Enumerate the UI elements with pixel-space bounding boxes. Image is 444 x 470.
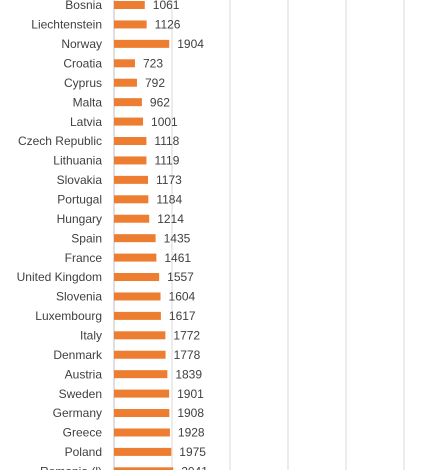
data-label: 1118 bbox=[154, 134, 179, 148]
data-label: 1557 bbox=[167, 270, 194, 284]
data-label: 1908 bbox=[177, 406, 204, 420]
data-label: 1904 bbox=[177, 37, 204, 51]
data-label: 792 bbox=[145, 76, 165, 90]
bar bbox=[114, 467, 174, 470]
bar bbox=[114, 1, 145, 9]
data-label: 1901 bbox=[177, 387, 204, 401]
bar bbox=[114, 389, 170, 398]
data-label: 1975 bbox=[179, 445, 206, 459]
y-tick-label: Sweden bbox=[59, 387, 102, 401]
bar bbox=[114, 117, 144, 126]
y-tick-label: Greece bbox=[63, 426, 103, 440]
y-tick-label: Slovenia bbox=[56, 290, 102, 304]
y-tick-label: Liechtenstein bbox=[31, 18, 102, 32]
data-label: 1184 bbox=[156, 192, 182, 206]
y-tick-label: Czech Republic bbox=[18, 134, 102, 148]
y-tick-label: Austria bbox=[65, 367, 103, 381]
data-label: 1461 bbox=[164, 251, 191, 265]
data-label: 723 bbox=[143, 56, 163, 70]
data-label: 1435 bbox=[164, 231, 191, 245]
bar bbox=[114, 350, 166, 359]
y-tick-label: Slovakia bbox=[57, 173, 103, 187]
y-tick-label: Lithuania bbox=[53, 154, 102, 168]
bar bbox=[114, 331, 166, 340]
y-tick-label: Luxembourg bbox=[35, 309, 102, 323]
data-label: 2041 bbox=[181, 464, 208, 470]
data-label: 1061 bbox=[153, 0, 180, 12]
y-tick-label: Latvia bbox=[70, 115, 102, 129]
data-label: 1778 bbox=[174, 348, 201, 362]
data-label: 1928 bbox=[178, 426, 205, 440]
data-label: 1126 bbox=[155, 18, 181, 32]
y-tick-label: France bbox=[65, 251, 103, 265]
bar bbox=[114, 409, 170, 418]
data-label: 1001 bbox=[151, 115, 178, 129]
bar bbox=[114, 447, 172, 456]
y-tick-label: Italy bbox=[80, 328, 102, 342]
bar bbox=[114, 98, 142, 107]
data-label: 962 bbox=[150, 95, 170, 109]
y-tick-label: Spain bbox=[71, 231, 102, 245]
bar bbox=[114, 292, 161, 301]
data-label: 1839 bbox=[175, 367, 202, 381]
bar bbox=[114, 137, 147, 146]
bar bbox=[114, 78, 137, 87]
data-label: 1214 bbox=[157, 212, 184, 226]
bar bbox=[114, 311, 161, 320]
y-tick-label: Denmark bbox=[53, 348, 103, 362]
y-tick-label: Portugal bbox=[57, 192, 102, 206]
y-tick-label: Cyprus bbox=[64, 76, 102, 90]
bar bbox=[114, 59, 135, 68]
bar bbox=[114, 428, 170, 437]
bar bbox=[114, 370, 168, 379]
y-tick-label: Norway bbox=[61, 37, 102, 51]
data-label: 1119 bbox=[154, 154, 179, 168]
bar bbox=[114, 253, 157, 262]
data-label: 1772 bbox=[173, 328, 200, 342]
y-tick-label: Germany bbox=[53, 406, 102, 420]
bar bbox=[114, 175, 149, 184]
data-label: 1617 bbox=[169, 309, 196, 323]
bar bbox=[114, 273, 160, 282]
y-tick-label: Hungary bbox=[57, 212, 102, 226]
y-tick-label: Malta bbox=[73, 95, 103, 109]
data-label: 1173 bbox=[156, 173, 182, 187]
y-tick-label: United Kingdom bbox=[17, 270, 102, 284]
y-tick-label: Bosnia bbox=[65, 0, 102, 12]
data-label: 1604 bbox=[169, 290, 196, 304]
bar bbox=[114, 234, 156, 243]
y-tick-label: Romania (l) bbox=[40, 464, 102, 470]
bar bbox=[114, 195, 149, 204]
bar bbox=[114, 214, 150, 223]
y-tick-label: Croatia bbox=[63, 56, 102, 70]
bar bbox=[114, 39, 170, 48]
bar bbox=[114, 156, 147, 165]
y-tick-label: Poland bbox=[65, 445, 102, 459]
bar bbox=[114, 20, 147, 29]
